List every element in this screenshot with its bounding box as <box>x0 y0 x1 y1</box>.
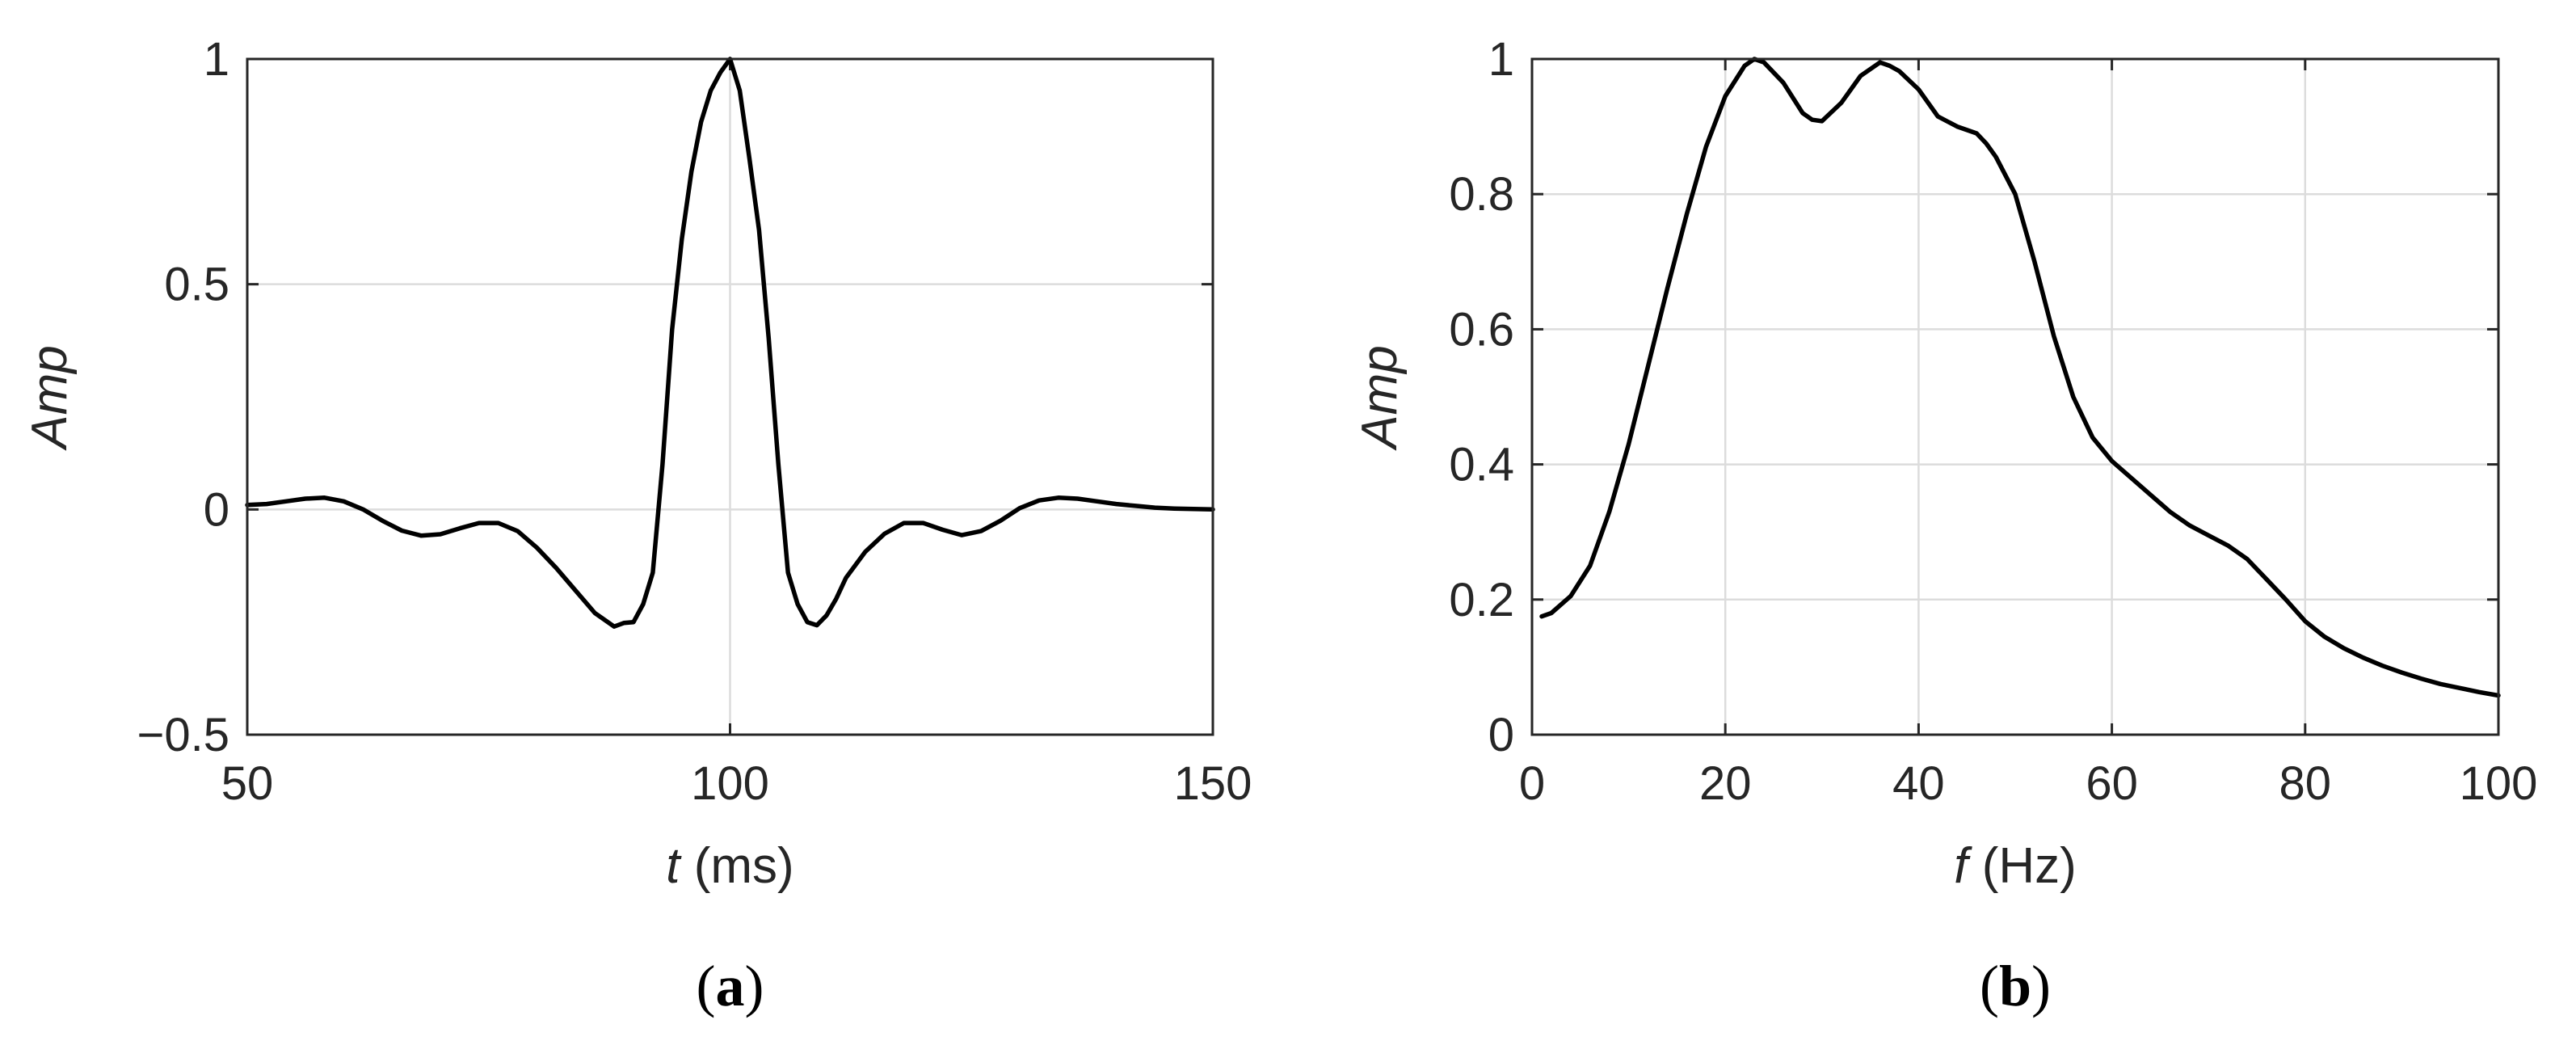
y-tick-label-b-5: 1 <box>1488 33 1514 86</box>
panel-label-a-close: ) <box>745 954 764 1018</box>
y-tick-label-b-0: 0 <box>1488 709 1514 761</box>
grid-b <box>1530 57 2500 736</box>
tick-labels-a: 50 100 150 −0.5 0 0.5 1 <box>137 33 1252 810</box>
x-tick-label-a-0: 50 <box>221 757 274 810</box>
panel-label-a-open: ( <box>697 954 716 1018</box>
ticks-b <box>1530 57 2500 736</box>
y-tick-label-a-1: 0 <box>204 483 229 536</box>
x-axis-label-b: f (Hz) <box>1954 838 2077 894</box>
panel-label-a-letter: a <box>716 954 745 1018</box>
y-tick-label-a-0: −0.5 <box>137 709 230 761</box>
grid-a <box>246 57 1214 736</box>
x-tick-label-b-5: 100 <box>2460 757 2538 810</box>
x-tick-label-b-4: 80 <box>2279 757 2332 810</box>
panel-label-b-close: ) <box>2031 954 2051 1018</box>
series-line-b <box>1539 57 2501 698</box>
plot-frame-a <box>246 57 1214 736</box>
y-axis-label-a: Amp <box>22 345 78 451</box>
x-tick-label-b-1: 20 <box>1699 757 1752 810</box>
x-tick-label-a-2: 150 <box>1174 757 1252 810</box>
panel-label-b: (b) <box>1980 954 2051 1018</box>
panel-label-b-open: ( <box>1980 954 1999 1018</box>
y-tick-label-a-3: 1 <box>204 33 229 86</box>
y-tick-label-b-2: 0.4 <box>1449 439 1514 491</box>
y-axis-label-b: Amp <box>1352 345 1408 451</box>
chart-panel-a: 50 100 150 −0.5 0 0.5 1 t (ms) Amp (a) <box>22 33 1252 1018</box>
x-axis-var-a: t <box>666 838 682 894</box>
x-axis-label-a: t (ms) <box>666 838 793 894</box>
x-axis-unit-b: (Hz) <box>1968 838 2076 894</box>
y-tick-label-b-4: 0.8 <box>1449 168 1514 221</box>
x-tick-label-b-2: 40 <box>1892 757 1945 810</box>
x-tick-label-b-3: 60 <box>2086 757 2138 810</box>
y-tick-label-b-3: 0.6 <box>1449 303 1514 356</box>
panel-label-a: (a) <box>697 954 764 1018</box>
panel-label-b-letter: b <box>1999 954 2031 1018</box>
y-tick-label-b-1: 0.2 <box>1449 574 1514 626</box>
x-axis-unit-a: (ms) <box>680 838 794 894</box>
tick-labels-b: 0 20 40 60 80 100 0 0.2 0.4 0.6 0.8 1 <box>1449 33 2537 810</box>
chart-panel-b: 0 20 40 60 80 100 0 0.2 0.4 0.6 0.8 1 f (Hz) Amp (b… <box>1352 33 2537 1018</box>
x-tick-label-a-1: 100 <box>691 757 769 810</box>
plot-frame-b <box>1530 57 2500 736</box>
y-tick-label-a-2: 0.5 <box>164 259 229 311</box>
x-tick-label-b-0: 0 <box>1519 757 1545 810</box>
